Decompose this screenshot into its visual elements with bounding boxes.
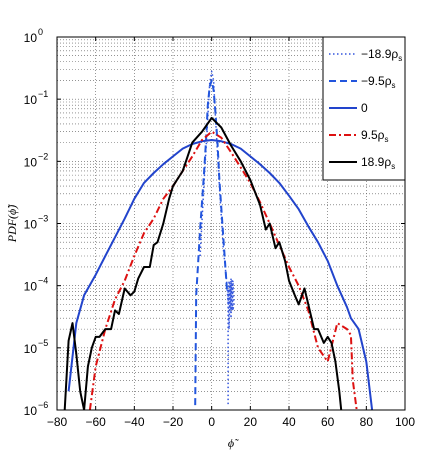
series-line-2: [194, 79, 229, 406]
y-tick-label: 10: [24, 155, 38, 169]
x-tick-label: 60: [321, 415, 335, 429]
y-tick-label: 10: [24, 93, 38, 107]
legend-label-4: 9.5ρs: [361, 128, 389, 144]
x-tick-label: 0: [208, 415, 215, 429]
legend-label-3: 0: [361, 101, 368, 115]
x-tick-label: −20: [163, 415, 184, 429]
x-axis-label: ϕ̃: [228, 436, 239, 450]
legend-label-subscript: s: [392, 81, 396, 90]
y-tick-exponent: −5: [38, 338, 48, 348]
x-tick-label: −40: [124, 415, 145, 429]
series-line-1: [199, 70, 235, 406]
series-line-5: [63, 116, 343, 410]
y-tick-exponent: 0: [38, 27, 43, 37]
series-line-3: [67, 139, 374, 410]
series-lines: [63, 70, 374, 410]
y-axis-label: PDF(ϕ̃): [5, 204, 19, 244]
y-tick-exponent: −4: [38, 276, 48, 286]
y-tick-label: 10: [24, 218, 38, 232]
x-tick-label: −80: [47, 415, 68, 429]
axis-ticks: −80 −60 −40 −20 0 20 40 60 80 10010−610−510−410−3…: [24, 27, 416, 429]
y-tick-label: 10: [24, 280, 38, 294]
x-tick-label: −60: [85, 415, 106, 429]
y-tick-exponent: −3: [38, 214, 48, 224]
x-tick-label: 100: [395, 415, 415, 429]
y-tick-exponent: −1: [38, 89, 48, 99]
x-tick-label: 40: [282, 415, 296, 429]
y-tick-exponent: −6: [38, 400, 48, 410]
x-tick-label: 20: [244, 415, 258, 429]
y-tick-exponent: −2: [38, 151, 48, 161]
y-tick-label: 10: [24, 31, 38, 45]
legend-label-2: −9.5ρs: [361, 74, 396, 90]
legend-label-subscript: s: [398, 54, 402, 63]
y-tick-label: 10: [24, 404, 38, 418]
series-line-4: [88, 130, 358, 410]
legend-label-1: −18.9ρs: [361, 47, 402, 63]
legend-label-5: 18.9ρs: [361, 155, 395, 171]
legend-label-subscript: s: [385, 135, 389, 144]
legend-label-subscript: s: [391, 162, 395, 171]
x-tick-label: 80: [360, 415, 374, 429]
legend: −18.9ρs −9.5ρs 0 9.5ρs 18.9ρs: [322, 36, 406, 181]
y-tick-label: 10: [24, 342, 38, 356]
